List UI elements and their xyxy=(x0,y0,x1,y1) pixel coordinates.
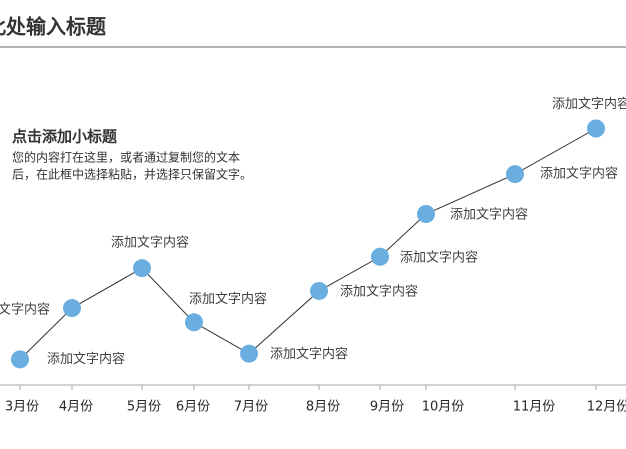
x-tick-label: 9月份 xyxy=(370,400,404,415)
annotation: 添加文字内容 xyxy=(552,96,626,112)
annotation: 添加文字内容 xyxy=(450,207,528,223)
x-tick-label: 8月份 xyxy=(306,400,340,415)
point xyxy=(371,247,389,266)
point xyxy=(506,165,524,184)
x-tick-label: 7月份 xyxy=(234,400,268,415)
subtitle: 点击添加小标题 xyxy=(12,128,118,146)
x-tick-label: 6月份 xyxy=(176,400,210,415)
annotation: 添加文字内容 xyxy=(111,235,189,251)
point xyxy=(11,350,29,369)
point xyxy=(240,344,258,363)
annotation: 添加文字内容 xyxy=(47,351,125,367)
point xyxy=(185,313,203,332)
chart-title: 此处输入标题 xyxy=(0,15,107,39)
point xyxy=(310,281,328,300)
point xyxy=(133,259,151,278)
x-tick-label: 3月份 xyxy=(5,400,39,415)
annotation: 添加文字内容 xyxy=(0,302,50,318)
point xyxy=(587,119,605,138)
x-tick-label: 10月份 xyxy=(422,400,465,415)
x-tick-label: 5月份 xyxy=(127,400,161,415)
description: 您的内容打在这里，或者通过复制您的文本 xyxy=(12,150,240,165)
point xyxy=(63,299,81,318)
annotation: 添加文字内容 xyxy=(340,283,418,299)
annotation: 添加文字内容 xyxy=(540,166,618,182)
x-tick-label: 4月份 xyxy=(59,400,93,415)
x-tick-label: 11月份 xyxy=(513,400,556,415)
annotation: 添加文字内容 xyxy=(400,249,478,265)
x-tick-label: 12月份 xyxy=(587,400,626,415)
point xyxy=(417,205,435,223)
annotation: 添加文字内容 xyxy=(270,346,348,362)
annotation: 添加文字内容 xyxy=(189,291,267,307)
line xyxy=(19,128,597,360)
description: 后，在此框中选择粘贴，并选择只保留文字。 xyxy=(12,167,252,182)
